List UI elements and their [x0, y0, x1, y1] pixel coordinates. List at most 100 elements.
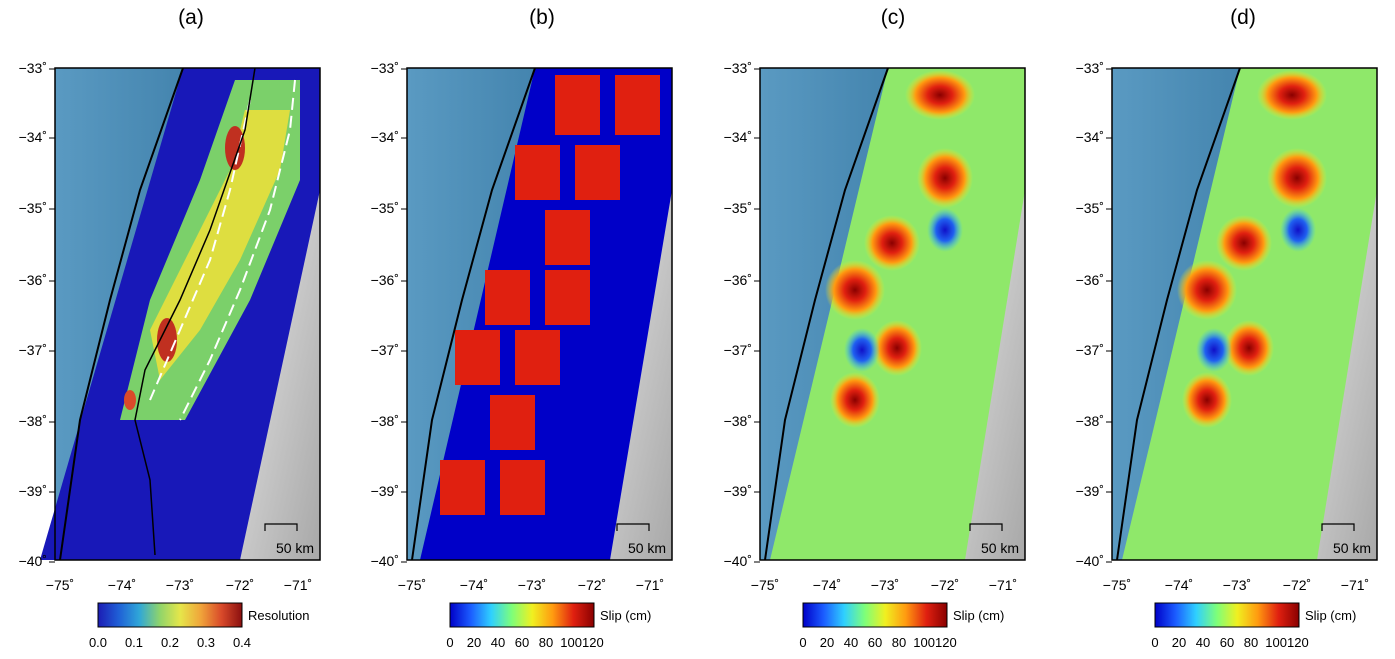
panel-c-map	[759, 67, 1026, 561]
colorbar-tick-label: 40	[491, 635, 505, 650]
lon-tick-label: −72˚	[1283, 577, 1311, 593]
lat-tick-label: −35˚	[371, 200, 399, 216]
lon-tick-label: −72˚	[578, 577, 606, 593]
panel-c-title: (c)	[880, 6, 906, 29]
lon-tick-label: −71˚	[636, 577, 664, 593]
colorbar-tick-label: 20	[820, 635, 834, 650]
lat-tick-label: −33˚	[724, 60, 752, 76]
panel-b-map	[406, 67, 673, 561]
lat-tick-label: −34˚	[371, 129, 399, 145]
scale-bar	[616, 523, 650, 531]
lon-tick-label: −75˚	[1103, 577, 1131, 593]
colorbar-tick-label: 0	[446, 635, 453, 650]
colorbar-tick-label: 60	[868, 635, 882, 650]
colorbar-tick-label: 60	[515, 635, 529, 650]
colorbar-title: Slip (cm)	[1305, 608, 1356, 623]
lon-tick-label: −72˚	[931, 577, 959, 593]
lat-tick-label: −40˚	[371, 553, 399, 569]
panel-d-title: (d)	[1230, 6, 1256, 29]
colorbar	[1154, 602, 1300, 628]
lat-tick-label: −39˚	[724, 483, 752, 499]
lon-tick-label: −74˚	[1165, 577, 1193, 593]
colorbar-tick-label: 80	[892, 635, 906, 650]
lon-tick-label: −71˚	[284, 577, 312, 593]
colorbar-title: Slip (cm)	[953, 608, 1004, 623]
colorbar-tick-label: 0	[799, 635, 806, 650]
lat-tick-label: −35˚	[724, 200, 752, 216]
colorbar-tick-label: 20	[467, 635, 481, 650]
colorbar	[802, 602, 948, 628]
colorbar-tick-label: 60	[1220, 635, 1234, 650]
lon-tick-label: −74˚	[460, 577, 488, 593]
lat-tick-label: −40˚	[1076, 553, 1104, 569]
lat-tick-label: −37˚	[724, 342, 752, 358]
axis-ticks: −33˚ −34˚ −35˚ −36˚ −37˚ −38˚ −39˚ −40˚ −75˚ −74˚…	[19, 60, 1371, 593]
lon-tick-label: −75˚	[46, 577, 74, 593]
lat-tick-label: −35˚	[19, 200, 47, 216]
lat-tick-label: −39˚	[371, 483, 399, 499]
lat-tick-label: −37˚	[371, 342, 399, 358]
lat-tick-label: −36˚	[19, 272, 47, 288]
lat-tick-label: −37˚	[1076, 342, 1104, 358]
colorbar-tick-label: 40	[1196, 635, 1210, 650]
lon-tick-label: −72˚	[226, 577, 254, 593]
lon-tick-label: −74˚	[108, 577, 136, 593]
lon-tick-label: −71˚	[989, 577, 1017, 593]
colorbar	[449, 602, 595, 628]
lat-tick-label: −39˚	[1076, 483, 1104, 499]
scale-bar-label: 50 km	[1333, 540, 1371, 556]
lat-tick-label: −37˚	[19, 342, 47, 358]
colorbar-tick-label: 0	[1151, 635, 1158, 650]
lat-tick-label: −36˚	[371, 272, 399, 288]
lon-tick-label: −73˚	[518, 577, 546, 593]
colorbar-tick-label: 0.2	[161, 635, 179, 650]
lon-tick-label: −73˚	[1223, 577, 1251, 593]
colorbar-title: Slip (cm)	[600, 608, 651, 623]
panel-d-map	[1111, 67, 1378, 561]
colorbar-tick-label: 0.0	[89, 635, 107, 650]
colorbar-tick-label: 0.1	[125, 635, 143, 650]
lat-tick-label: −38˚	[19, 413, 47, 429]
lon-tick-label: −74˚	[813, 577, 841, 593]
scale-bar	[969, 523, 1003, 531]
colorbar-title: Resolution	[248, 608, 309, 623]
lon-tick-label: −73˚	[166, 577, 194, 593]
colorbar-tick-label: 100120	[1265, 635, 1308, 650]
colorbar-tick-label: 80	[1244, 635, 1258, 650]
panel-a-title: (a)	[178, 6, 204, 29]
lat-tick-label: −33˚	[1076, 60, 1104, 76]
colorbar	[97, 602, 243, 628]
colorbar-tick-label: 100120	[913, 635, 956, 650]
colorbar-tick-label: 100120	[560, 635, 603, 650]
lat-tick-label: −39˚	[19, 483, 47, 499]
lat-tick-label: −34˚	[1076, 129, 1104, 145]
lat-tick-label: −38˚	[724, 413, 752, 429]
colorbar-tick-label: 20	[1172, 635, 1186, 650]
panel-b-title: (b)	[529, 6, 555, 29]
colorbars: Resolution 0.0 0.1 0.2 0.3 0.4 Slip (cm) 0 20 40 6…	[89, 602, 1356, 650]
lat-tick-label: −36˚	[1076, 272, 1104, 288]
colorbar-tick-label: 0.3	[197, 635, 215, 650]
lat-tick-label: −40˚	[724, 553, 752, 569]
scale-bar-label: 50 km	[981, 540, 1019, 556]
lat-tick-label: −38˚	[1076, 413, 1104, 429]
lat-tick-label: −33˚	[371, 60, 399, 76]
lon-tick-label: −71˚	[1341, 577, 1369, 593]
colorbar-tick-label: 40	[844, 635, 858, 650]
colorbar-tick-label: 80	[539, 635, 553, 650]
lat-tick-label: −36˚	[724, 272, 752, 288]
scale-bar-label: 50 km	[628, 540, 666, 556]
lon-tick-label: −75˚	[398, 577, 426, 593]
colorbar-tick-label: 0.4	[233, 635, 251, 650]
lat-tick-label: −34˚	[724, 129, 752, 145]
scale-bar	[264, 523, 298, 531]
lon-tick-label: −73˚	[871, 577, 899, 593]
lat-tick-label: −33˚	[19, 60, 47, 76]
lat-tick-label: −38˚	[371, 413, 399, 429]
lat-tick-label: −34˚	[19, 129, 47, 145]
panel-a-map	[40, 67, 321, 561]
lat-tick-label: −35˚	[1076, 200, 1104, 216]
lat-tick-label: −40˚	[19, 553, 47, 569]
